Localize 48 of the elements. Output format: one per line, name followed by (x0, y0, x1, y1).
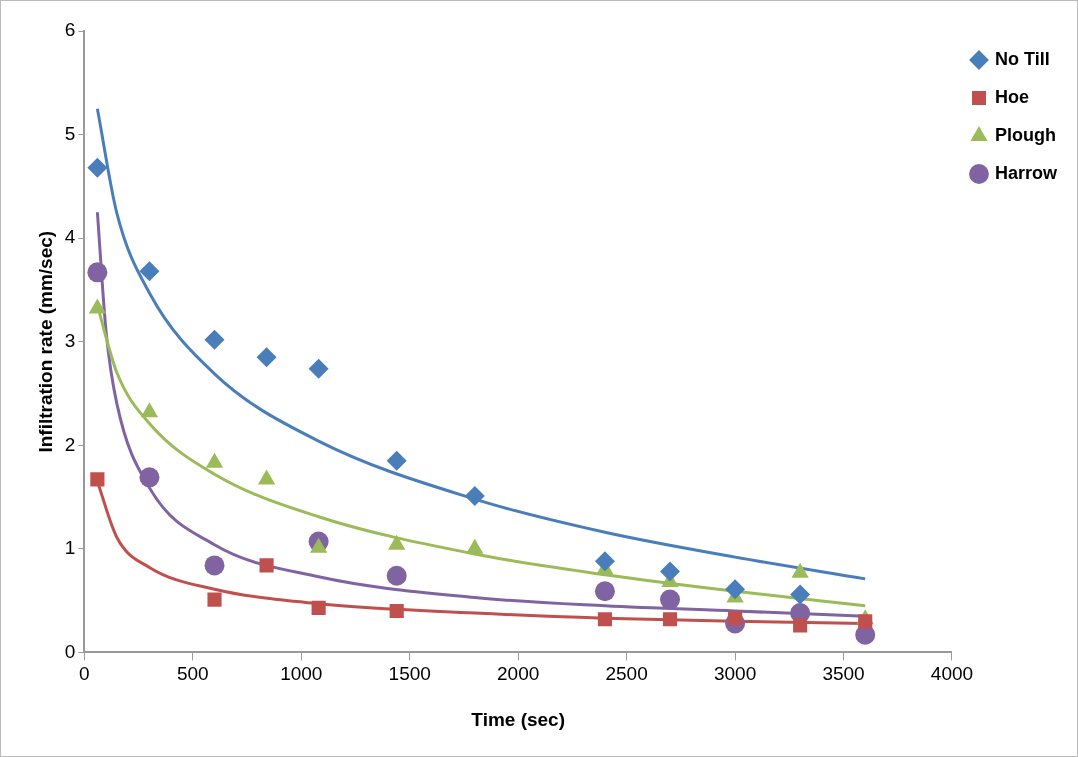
point (259, 558, 274, 573)
point (790, 584, 811, 605)
point (594, 551, 615, 572)
y-tick-label: 4 (64, 226, 76, 248)
point (793, 618, 808, 633)
legend-label: Harrow (994, 162, 1058, 183)
point (594, 581, 615, 602)
x-tick-label: 2000 (497, 663, 540, 685)
y-tick-label: 5 (64, 122, 76, 144)
point (139, 261, 160, 282)
point (660, 589, 681, 610)
x-tick-label: 500 (176, 663, 209, 685)
point (464, 486, 485, 507)
legend-label: Plough (994, 124, 1056, 145)
point (597, 612, 613, 627)
x-tick-label: 3500 (822, 663, 865, 685)
y-tick-label: 6 (64, 19, 76, 41)
x-tick-label: 1500 (388, 663, 431, 685)
point (386, 450, 407, 471)
point (386, 565, 407, 586)
x-tick-label: 2500 (605, 663, 648, 685)
x-tick-label: 3000 (713, 663, 757, 685)
point (389, 603, 404, 619)
point (204, 329, 225, 350)
x-tick-label: 4000 (930, 663, 974, 685)
y-tick-label: 2 (64, 433, 76, 455)
x-tick-label: 1000 (280, 663, 323, 685)
y-tick-label: 0 (64, 640, 76, 662)
y-axis-title: Infiltration rate (mm/sec) (34, 230, 56, 453)
legend-label: Hoe (994, 86, 1029, 107)
point (87, 157, 108, 178)
point (139, 467, 160, 488)
point (858, 614, 873, 629)
point (90, 472, 105, 487)
point (725, 579, 746, 600)
point (87, 262, 108, 283)
point (256, 347, 277, 368)
y-tick-label: 3 (64, 329, 76, 351)
legend-label: No Till (994, 48, 1050, 69)
x-tick-label: 0 (79, 663, 90, 685)
y-tick-label: 1 (64, 537, 76, 559)
point (662, 612, 678, 627)
point (207, 592, 222, 607)
point (660, 561, 681, 582)
point (204, 555, 225, 576)
point (311, 600, 326, 615)
x-axis-title: Time (sec) (471, 708, 565, 730)
point (308, 358, 329, 379)
